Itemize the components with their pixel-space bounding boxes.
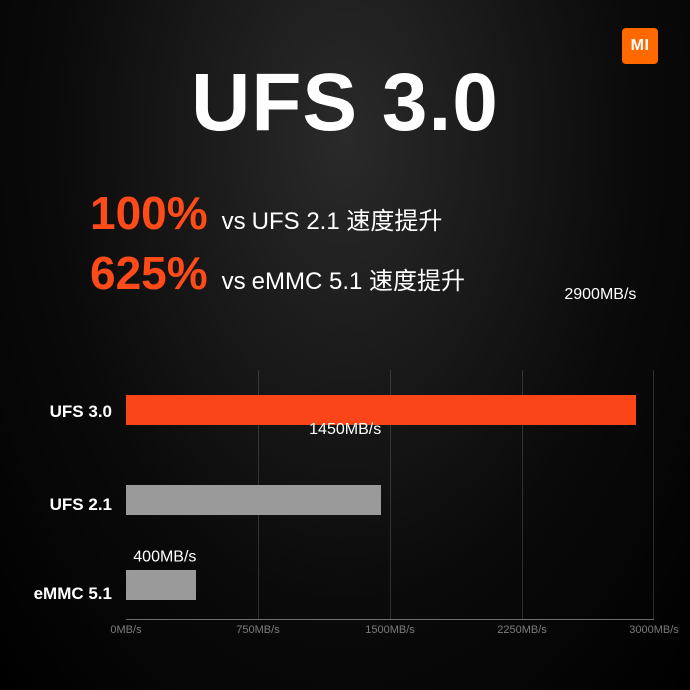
brand-logo-text: MI xyxy=(631,37,650,55)
chart-bar-value: 400MB/s xyxy=(126,549,196,566)
chart-y-label: UFS 2.1 xyxy=(24,495,112,515)
chart-bar-value: 1450MB/s xyxy=(126,421,381,523)
chart-x-label: 3000MB/s xyxy=(629,624,679,636)
stat-row: 100% vsUFS 2.1 速度提升 xyxy=(90,186,465,240)
chart-x-label: 0MB/s xyxy=(110,624,141,636)
chart-right-border xyxy=(653,370,654,620)
chart-y-label: eMMC 5.1 xyxy=(24,584,112,604)
chart-x-label: 1500MB/s xyxy=(365,624,415,636)
chart-bar xyxy=(126,570,196,600)
chart-x-label: 750MB/s xyxy=(236,624,279,636)
page-title: UFS 3.0 xyxy=(0,56,690,150)
stat-vs: vs xyxy=(222,208,246,235)
chart-y-labels: UFS 3.0UFS 2.1eMMC 5.1 xyxy=(32,370,120,630)
speed-chart: UFS 3.0UFS 2.1eMMC 5.1 2900MB/s1450MB/s4… xyxy=(32,370,658,650)
stat-desc: vsUFS 2.1 速度提升 xyxy=(222,201,443,236)
stat-text: UFS 2.1 速度提升 xyxy=(252,208,443,235)
chart-plot: 2900MB/s1450MB/s400MB/s xyxy=(126,370,654,620)
chart-y-label: UFS 3.0 xyxy=(24,402,112,422)
stat-percent: 100% xyxy=(90,186,208,240)
chart-x-labels: 0MB/s750MB/s1500MB/s2250MB/s3000MB/s xyxy=(126,624,654,644)
chart-x-label: 2250MB/s xyxy=(497,624,547,636)
